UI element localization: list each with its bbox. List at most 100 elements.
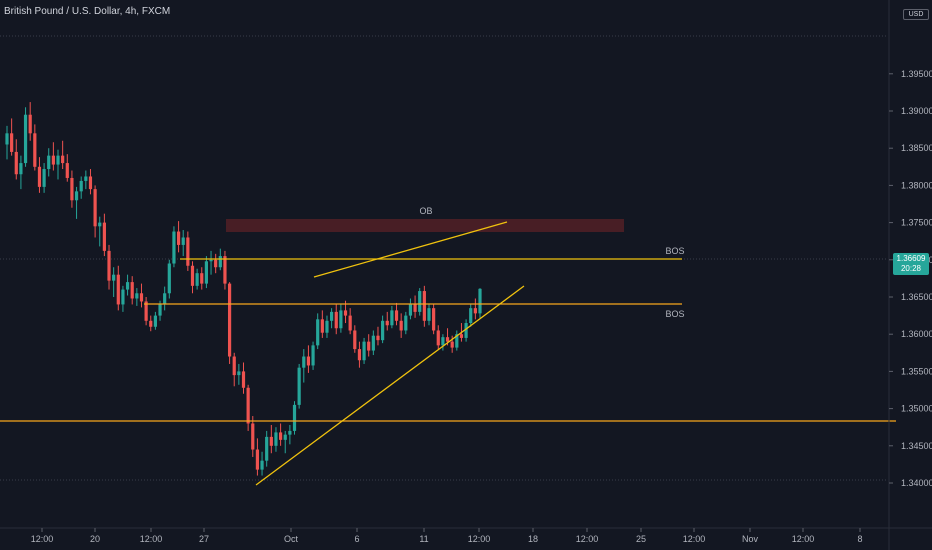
candle-body bbox=[274, 432, 278, 446]
time-tick-label: 8 bbox=[857, 534, 862, 544]
price-tick-label: 1.36000 bbox=[901, 329, 932, 339]
candle-body bbox=[5, 133, 9, 145]
candle-body bbox=[163, 293, 167, 305]
candle-body bbox=[320, 319, 324, 333]
candle-body bbox=[144, 301, 148, 321]
candle-body bbox=[186, 237, 190, 266]
candle-body bbox=[288, 430, 292, 435]
candle-body bbox=[357, 349, 362, 361]
candle-body bbox=[47, 155, 51, 170]
time-tick-label: 12:00 bbox=[31, 534, 54, 544]
symbol-title: British Pound / U.S. Dollar, 4h, FXCM bbox=[4, 6, 171, 17]
candle-body bbox=[102, 222, 106, 251]
candle-body bbox=[464, 323, 468, 338]
candle-body bbox=[265, 436, 269, 461]
candle-body bbox=[190, 265, 195, 286]
time-axis[interactable]: 12:00 20 12:00 27 Oct 6 11 12:00 18 12:00 25 12:00 N… bbox=[0, 527, 932, 544]
time-tick-label: 12:00 bbox=[140, 534, 163, 544]
time-tick-label: 12:00 bbox=[468, 534, 491, 544]
candle-body bbox=[218, 256, 222, 268]
price-tick-label: 1.35000 bbox=[901, 404, 932, 414]
price-tick-label: 1.34500 bbox=[901, 441, 932, 451]
candle-body bbox=[302, 356, 306, 368]
candle-body bbox=[251, 423, 255, 450]
candle-body bbox=[10, 133, 14, 152]
candle-body bbox=[23, 114, 28, 164]
candle-body bbox=[112, 274, 116, 281]
candle-body bbox=[311, 345, 315, 366]
time-tick-label: 25 bbox=[636, 534, 646, 544]
candle-body bbox=[269, 436, 273, 446]
candle-body bbox=[445, 337, 450, 342]
price-tick-label: 1.35500 bbox=[901, 366, 932, 376]
candle-body bbox=[37, 166, 42, 187]
candle-body bbox=[70, 177, 74, 201]
candle-body bbox=[408, 304, 413, 316]
time-tick-label: 20 bbox=[90, 534, 100, 544]
time-tick-label: 6 bbox=[354, 534, 359, 544]
candle-body bbox=[450, 341, 454, 348]
candle-body bbox=[362, 341, 366, 361]
candle-body bbox=[42, 169, 46, 187]
price-axis[interactable]: 1.34000 1.34500 1.35000 1.35500 1.36000 1.365… bbox=[888, 0, 932, 550]
candle-body bbox=[209, 259, 213, 262]
last-price-tag: 1.36609 20:28 bbox=[893, 253, 929, 275]
candle-body bbox=[214, 259, 218, 268]
candlestick-series bbox=[5, 102, 482, 476]
time-tick-label: 12:00 bbox=[683, 534, 706, 544]
candle-body bbox=[176, 231, 181, 245]
candle-body bbox=[297, 367, 301, 405]
candle-body bbox=[28, 114, 32, 134]
candle-body bbox=[478, 288, 482, 314]
candle-body bbox=[390, 310, 394, 326]
candle-body bbox=[413, 304, 417, 312]
candle-body bbox=[330, 311, 334, 321]
time-tick-label: 12:00 bbox=[792, 534, 815, 544]
candle-body bbox=[79, 180, 83, 192]
candle-body bbox=[98, 222, 102, 227]
candle-body bbox=[473, 308, 477, 314]
candle-body bbox=[51, 155, 55, 165]
candle-body bbox=[260, 460, 264, 470]
candle-body bbox=[455, 334, 459, 348]
candle-body bbox=[223, 256, 227, 284]
price-tick-label: 1.37500 bbox=[901, 218, 932, 228]
currency-badge[interactable]: USD bbox=[903, 9, 929, 20]
candle-body bbox=[399, 320, 403, 331]
candle-body bbox=[306, 356, 311, 366]
price-tick-label: 1.39500 bbox=[901, 69, 932, 79]
candle-body bbox=[107, 250, 111, 281]
candle-body bbox=[394, 310, 399, 321]
candle-body bbox=[14, 151, 18, 175]
bar-countdown: 20:28 bbox=[900, 264, 922, 273]
candle-body bbox=[278, 432, 283, 440]
candle-body bbox=[232, 356, 236, 376]
candle-body bbox=[246, 387, 250, 424]
time-tick-label: 12:00 bbox=[576, 534, 599, 544]
order-block-rect bbox=[226, 219, 624, 232]
candle-body bbox=[153, 315, 157, 327]
annotation-label-ob: OB bbox=[419, 206, 432, 216]
candle-body bbox=[65, 163, 69, 178]
time-tick-label: Oct bbox=[284, 534, 299, 544]
candle-body bbox=[93, 189, 97, 227]
time-tick-label: Nov bbox=[742, 534, 759, 544]
last-price-value: 1.36609 bbox=[896, 254, 926, 263]
candle-body bbox=[255, 449, 260, 470]
candle-body bbox=[195, 273, 199, 286]
candle-body bbox=[469, 308, 473, 324]
candle-body bbox=[74, 191, 79, 201]
candle-body bbox=[316, 319, 320, 346]
candle-body bbox=[283, 434, 287, 440]
candle-body bbox=[353, 330, 357, 350]
trend-drawings[interactable] bbox=[0, 221, 896, 486]
candle-body bbox=[376, 335, 380, 341]
chart-annotations: OB BOS BOS bbox=[419, 206, 684, 319]
candle-body bbox=[121, 289, 125, 305]
candle-body bbox=[125, 282, 130, 290]
time-tick-label: 11 bbox=[419, 534, 428, 544]
candle-body bbox=[432, 308, 436, 331]
candle-body bbox=[135, 293, 139, 299]
